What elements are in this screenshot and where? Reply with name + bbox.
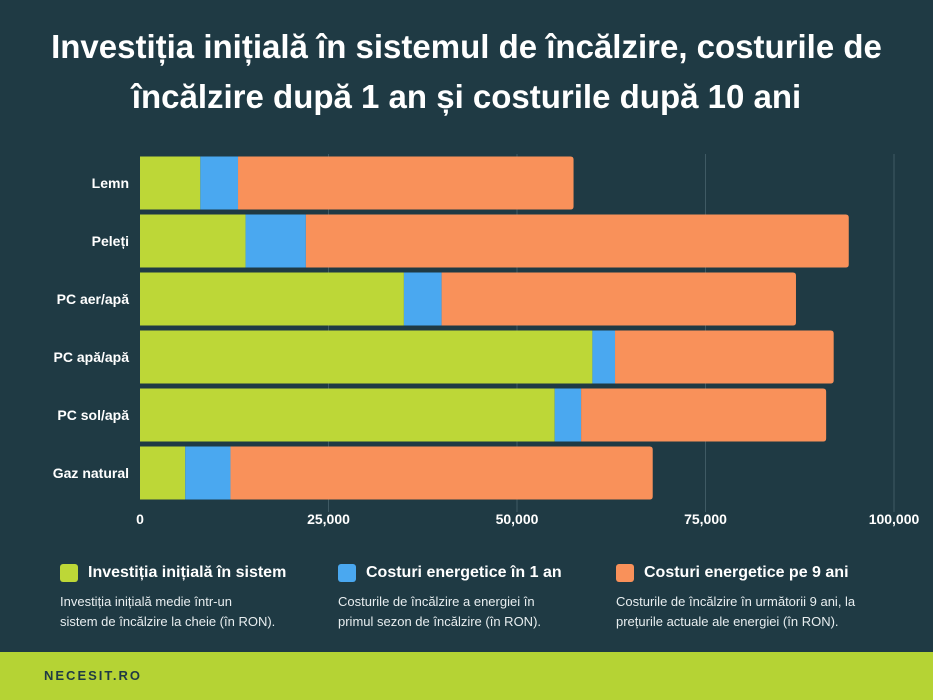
- bar-segment: [140, 214, 246, 268]
- legend-desc-line: Investiția inițială medie într-un: [60, 594, 232, 609]
- x-tick-label: 25,000: [307, 511, 350, 527]
- legend-item-energy-1-year: Costuri energetice în 1 an Costurile de …: [338, 560, 608, 632]
- x-tick-label: 50,000: [496, 511, 539, 527]
- category-label: Lemn: [92, 175, 129, 191]
- legend-swatch-energy-1-year: [338, 564, 356, 582]
- footer-bar: NECESIT.RO: [0, 652, 933, 700]
- bar-segment: [200, 156, 239, 210]
- chart-title: Investiția inițială în sistemul de încăl…: [0, 22, 933, 122]
- bar-segment: [305, 214, 849, 268]
- chart-title-line-2: încălzire după 1 an și costurile după 10…: [131, 78, 802, 115]
- bar-segment: [441, 272, 796, 326]
- legend-desc-line: prețurile actuale ale energiei (în RON).: [616, 614, 839, 629]
- bar-segment: [185, 446, 231, 500]
- bar-segment: [140, 388, 555, 442]
- legend-label-energy-1-year: Costuri energetice în 1 an: [366, 564, 562, 581]
- legend-item-initial-investment: Investiția inițială în sistem Investiția…: [60, 560, 330, 632]
- bar-segment: [245, 214, 306, 268]
- bar-segment: [238, 156, 574, 210]
- x-tick-label: 75,000: [684, 511, 727, 527]
- bar-segment: [615, 330, 834, 384]
- bar-segment: [140, 330, 593, 384]
- bar-segment: [403, 272, 442, 326]
- legend-desc-line: Costurile de încălzire a energiei în: [338, 594, 535, 609]
- bar-segment: [140, 272, 404, 326]
- legend-desc-energy-1-year: Costurile de încălzire a energiei în pri…: [338, 592, 608, 632]
- x-tick-label: 0: [136, 511, 144, 527]
- legend-desc-initial-investment: Investiția inițială medie într-un sistem…: [60, 592, 330, 632]
- legend-item-energy-9-years: Costuri energetice pe 9 ani Costurile de…: [616, 560, 916, 632]
- bar-segment: [592, 330, 616, 384]
- chart-title-line-1: Investiția inițială în sistemul de încăl…: [51, 28, 882, 65]
- legend-desc-line: Costurile de încălzire în următorii 9 an…: [616, 594, 856, 609]
- bar-segment: [554, 388, 582, 442]
- legend-desc-line: sistem de încălzire la cheie (în RON).: [60, 614, 276, 629]
- legend: Investiția inițială în sistem Investiția…: [0, 560, 933, 640]
- bar-segment: [230, 446, 653, 500]
- stacked-bar-chart: Lemn Peleți PC aer/apă PC apă/apă PC sol/apă…: [53, 154, 920, 527]
- legend-swatch-initial-investment: [60, 564, 78, 582]
- category-label: PC sol/apă: [57, 407, 129, 423]
- bar-segment: [140, 446, 186, 500]
- legend-swatch-energy-9-years: [616, 564, 634, 582]
- bar-segment: [140, 156, 201, 210]
- category-label: PC aer/apă: [57, 291, 130, 307]
- brand-logo-text: NECESIT.RO: [44, 668, 143, 683]
- category-label: Peleți: [92, 233, 129, 249]
- legend-label-initial-investment: Investiția inițială în sistem: [88, 564, 287, 581]
- x-tick-label: 100,000: [869, 511, 920, 527]
- legend-label-energy-9-years: Costuri energetice pe 9 ani: [644, 564, 849, 581]
- legend-desc-energy-9-years: Costurile de încălzire în următorii 9 an…: [616, 592, 916, 632]
- category-label: PC apă/apă: [54, 349, 130, 365]
- bar-segment: [581, 388, 827, 442]
- category-label: Gaz natural: [53, 465, 129, 481]
- legend-desc-line: primul sezon de încălzire (în RON).: [338, 614, 542, 629]
